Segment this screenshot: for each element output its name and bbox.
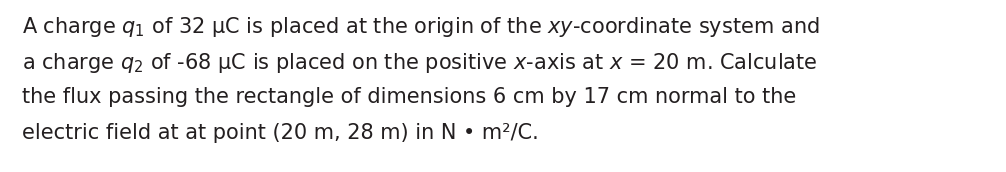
Text: the flux passing the rectangle of dimensions 6 cm by 17 cm normal to the: the flux passing the rectangle of dimens…: [22, 87, 797, 107]
Text: a charge $q_2$ of -68 μC is placed on the positive $x$-axis at $x$ = 20 m. Calcu: a charge $q_2$ of -68 μC is placed on th…: [22, 51, 818, 75]
Text: electric field at at point (20 m, 28 m) in N • m²/C.: electric field at at point (20 m, 28 m) …: [22, 123, 539, 143]
Text: A charge $q_1$ of 32 μC is placed at the origin of the $xy$-coordinate system an: A charge $q_1$ of 32 μC is placed at the…: [22, 15, 820, 39]
